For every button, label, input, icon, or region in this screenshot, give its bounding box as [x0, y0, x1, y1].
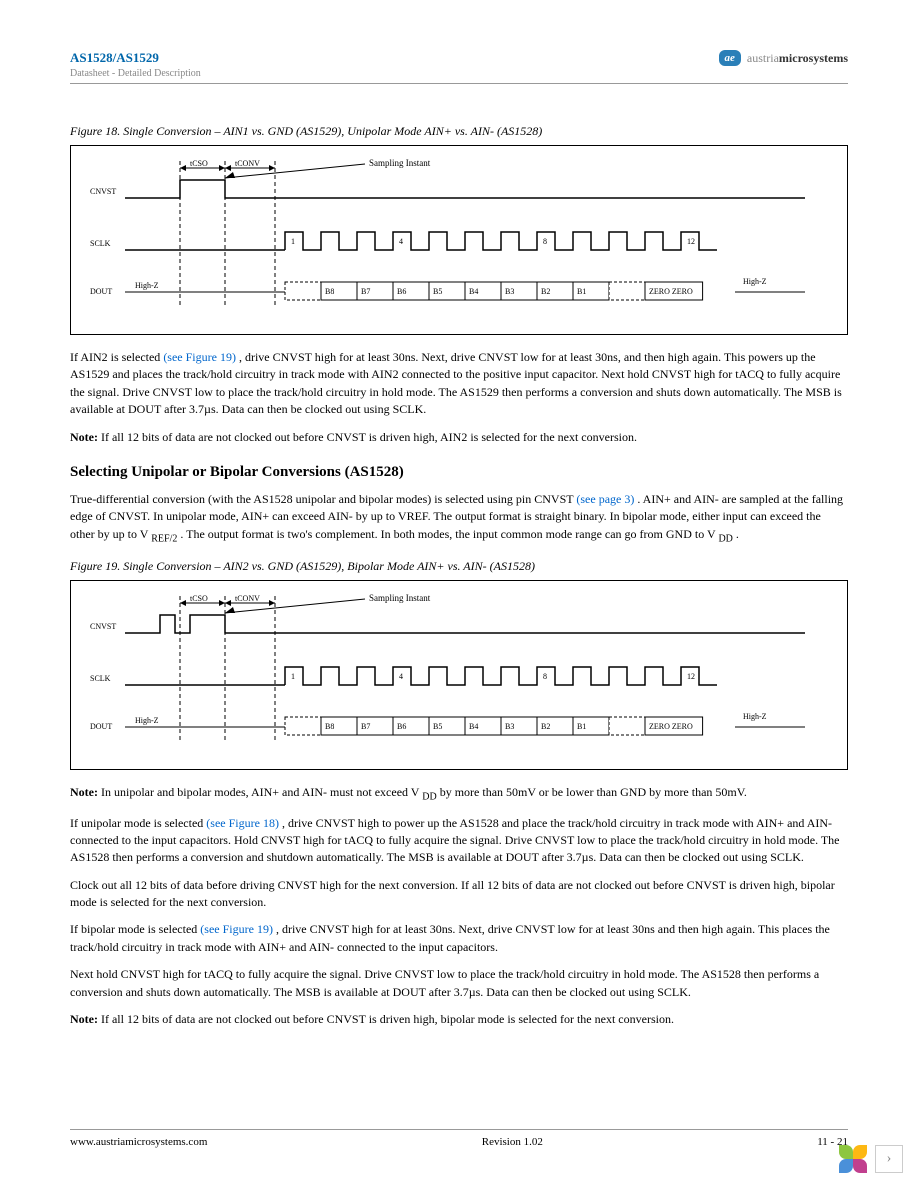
svg-text:B2: B2 [541, 287, 550, 296]
p6-tacq: tACQ [204, 967, 233, 981]
svg-text:B5: B5 [433, 722, 442, 731]
svg-text:12: 12 [687, 672, 695, 681]
sig-cnvst-label-19: CNVST [90, 622, 116, 631]
svg-text:B8: B8 [325, 722, 334, 731]
timing-svg-19: tCSO tCONV Sampling Instant CNVST SCLK 1… [85, 591, 805, 751]
svg-text:B3: B3 [505, 722, 514, 731]
paragraph-ain2: If AIN2 is selected (see Figure 19) , dr… [70, 349, 848, 419]
svg-text:B5: B5 [433, 287, 442, 296]
note2a: In unipolar and bipolar modes, AIN+ and … [101, 785, 419, 799]
link-fig19-1[interactable]: (see Figure 19) [163, 350, 236, 364]
figure-18-diagram: tCSO tCONV Sampling Instant CNVST SCLK 1… [70, 145, 848, 335]
svg-text:1: 1 [291, 672, 295, 681]
svg-text:B6: B6 [397, 722, 406, 731]
p2c: . The output format is two's complement.… [180, 527, 715, 541]
t-label-conv: tCONV [235, 159, 260, 168]
part-number: AS1528/AS1529 [70, 50, 201, 66]
logo-badge-icon: ae [719, 50, 741, 66]
next-page-button[interactable]: › [875, 1145, 903, 1173]
p5a: If bipolar mode is selected [70, 922, 200, 936]
svg-text:B4: B4 [469, 287, 478, 296]
note3-text: If all 12 bits of data are not clocked o… [101, 1012, 674, 1026]
note-2: Note: In unipolar and bipolar modes, AIN… [70, 784, 848, 805]
paragraph-unipolar: If unipolar mode is selected (see Figure… [70, 815, 848, 867]
svg-text:B4: B4 [469, 722, 478, 731]
note-1: Note: If all 12 bits of data are not clo… [70, 429, 848, 446]
t-label-cso: tCSO [190, 159, 208, 168]
sig-dout-label-18: DOUT [90, 287, 112, 296]
note1-label: Note: [70, 430, 98, 444]
page-header: AS1528/AS1529 Datasheet - Detailed Descr… [70, 50, 848, 84]
svg-text:1: 1 [291, 237, 295, 246]
brand-logo: ae austriamicrosystems [719, 50, 848, 66]
sampling-label-18: Sampling Instant [369, 158, 431, 168]
timing-svg-18: tCSO tCONV Sampling Instant CNVST SCLK 1… [85, 156, 805, 316]
figure-18-caption: Figure 18. Single Conversion – AIN1 vs. … [70, 124, 848, 139]
svg-text:8: 8 [543, 672, 547, 681]
link-fig19-2[interactable]: (see Figure 19) [200, 922, 273, 936]
footer-rev: Revision 1.02 [482, 1136, 543, 1148]
highz-left-18: High-Z [135, 281, 159, 290]
figure-19-caption: Figure 19. Single Conversion – AIN2 vs. … [70, 559, 848, 574]
svg-text:B6: B6 [397, 287, 406, 296]
svg-text:B1: B1 [577, 722, 586, 731]
logo-text-left: austria [747, 51, 779, 65]
note2-dd: DD [422, 791, 436, 802]
sig-sclk-label-19: SCLK [90, 674, 111, 683]
note3-label: Note: [70, 1012, 98, 1026]
svg-text:B8: B8 [325, 287, 334, 296]
p6a: Next hold CNVST high for [70, 967, 204, 981]
p1-tacq: tACQ [735, 367, 764, 381]
heading-selecting: Selecting Unipolar or Bipolar Conversion… [70, 464, 848, 481]
p2a: True-differential conversion (with the A… [70, 492, 576, 506]
note-3: Note: If all 12 bits of data are not clo… [70, 1011, 848, 1028]
page-footer: www.austriamicrosystems.com Revision 1.0… [70, 1129, 848, 1148]
paragraph-bipolar: If bipolar mode is selected (see Figure … [70, 921, 848, 956]
svg-text:4: 4 [399, 672, 403, 681]
highz-right-18: High-Z [743, 277, 767, 286]
highz-left-19: High-Z [135, 716, 159, 725]
t-label-conv-19: tCONV [235, 594, 260, 603]
highz-right-19: High-Z [743, 712, 767, 721]
note2b: by more than 50mV or be lower than GND b… [440, 785, 747, 799]
svg-text:B3: B3 [505, 287, 514, 296]
footer-url: www.austriamicrosystems.com [70, 1136, 207, 1148]
svg-text:4: 4 [399, 237, 403, 246]
svg-text:ZERO ZERO: ZERO ZERO [649, 722, 693, 731]
svg-text:B7: B7 [361, 722, 370, 731]
flower-icon [839, 1145, 867, 1173]
logo-text-right: microsystems [779, 51, 848, 65]
sig-dout-label-19: DOUT [90, 722, 112, 731]
svg-text:B2: B2 [541, 722, 550, 731]
sig-cnvst-label-18: CNVST [90, 187, 116, 196]
p3a: If unipolar mode is selected [70, 816, 206, 830]
svg-text:ZERO ZERO: ZERO ZERO [649, 287, 693, 296]
sampling-label-19: Sampling Instant [369, 593, 431, 603]
svg-text:8: 8 [543, 237, 547, 246]
t-label-cso-19: tCSO [190, 594, 208, 603]
logo-text: austriamicrosystems [747, 51, 848, 66]
corner-controls: › [839, 1145, 903, 1173]
svg-text:B1: B1 [577, 287, 586, 296]
svg-text:12: 12 [687, 237, 695, 246]
header-left: AS1528/AS1529 Datasheet - Detailed Descr… [70, 50, 201, 79]
paragraph-clockout: Clock out all 12 bits of data before dri… [70, 877, 848, 912]
doc-subtitle: Datasheet - Detailed Description [70, 68, 201, 79]
p2-ref2: REF/2 [151, 533, 177, 544]
p2d: . [736, 527, 739, 541]
p2-dd: DD [718, 533, 732, 544]
note1-text: If all 12 bits of data are not clocked o… [101, 430, 637, 444]
paragraph-nexthold: Next hold CNVST high for tACQ to fully a… [70, 966, 848, 1001]
link-page3[interactable]: (see page 3) [576, 492, 634, 506]
svg-text:B7: B7 [361, 287, 370, 296]
paragraph-truediff: True-differential conversion (with the A… [70, 491, 848, 547]
link-fig18[interactable]: (see Figure 18) [206, 816, 279, 830]
figure-19-diagram: tCSO tCONV Sampling Instant CNVST SCLK 1… [70, 580, 848, 770]
note2-label: Note: [70, 785, 98, 799]
sig-sclk-label-18: SCLK [90, 239, 111, 248]
p1a: If AIN2 is selected [70, 350, 163, 364]
p3-tacq: tACQ [344, 833, 373, 847]
